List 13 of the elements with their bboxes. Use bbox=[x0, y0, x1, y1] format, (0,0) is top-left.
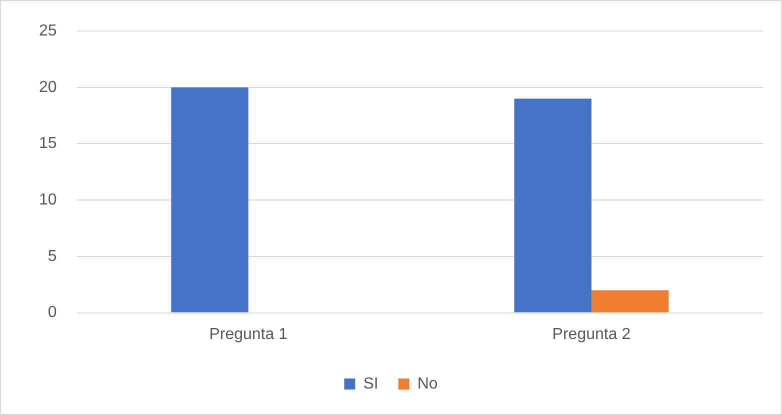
legend-label: SI bbox=[363, 375, 378, 392]
bar bbox=[591, 290, 669, 312]
y-tick-label: 5 bbox=[48, 248, 57, 265]
bar bbox=[171, 87, 248, 312]
y-tick-label: 20 bbox=[39, 78, 57, 96]
y-tick-label: 0 bbox=[48, 304, 57, 322]
y-tick-label: 25 bbox=[39, 22, 57, 40]
y-tick-label: 10 bbox=[39, 191, 57, 208]
x-tick-label: Pregunta 1 bbox=[209, 326, 288, 343]
legend-label: No bbox=[417, 375, 438, 392]
bar bbox=[514, 98, 592, 312]
x-tick-label: Pregunta 2 bbox=[552, 326, 631, 343]
y-tick-label: 15 bbox=[39, 135, 57, 152]
